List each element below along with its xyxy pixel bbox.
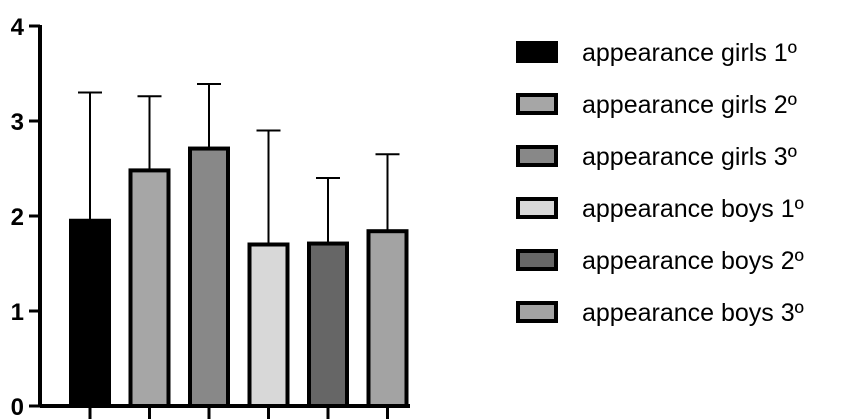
legend: appearance girls 1º appearance girls 2º ap… [516,39,804,327]
y-tick-label-4: 4 [11,14,25,41]
legend-swatch-6 [516,301,558,323]
y-tick-label-2: 2 [11,204,24,231]
y-tick-label-1: 1 [11,299,24,326]
legend-label-4: appearance boys 1º [582,195,804,223]
legend-label-1: appearance girls 1º [582,39,797,67]
legend-swatch-5 [516,249,558,271]
bars-layer [69,82,409,409]
legend-label-3: appearance girls 3º [582,143,797,171]
legend-label-2: appearance girls 2º [582,91,797,119]
legend-label-5: appearance boys 2º [582,247,804,275]
y-axis: 0 1 2 3 4 [11,14,410,419]
y-tick-label-3: 3 [11,109,24,136]
bar-4 [247,242,290,408]
bar-5 [307,241,349,408]
legend-swatch-2 [516,93,558,115]
legend-swatch-4 [516,197,558,219]
y-tick-label-0: 0 [11,394,24,419]
legend-label-6: appearance boys 3º [582,299,804,327]
legend-swatch-1 [516,41,558,63]
legend-swatch-3 [516,145,558,167]
bar-3 [188,146,230,409]
bar-6 [366,229,409,408]
bar-2 [128,168,171,408]
bar-1 [69,218,111,408]
